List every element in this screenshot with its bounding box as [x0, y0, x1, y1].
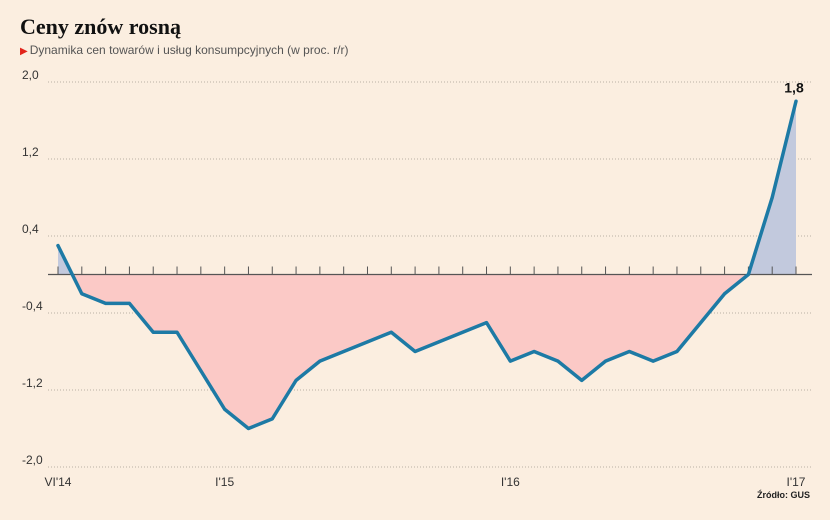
x-tick-label: I'16 [501, 475, 520, 489]
data-point [294, 378, 298, 382]
x-tick-label: I'15 [215, 475, 234, 489]
positive-area [58, 101, 796, 275]
data-point [651, 359, 655, 363]
data-point [342, 350, 346, 353]
data-point [389, 330, 393, 334]
data-point [318, 359, 322, 363]
data-point [246, 427, 250, 430]
chart-title: Ceny znów rosną [20, 14, 181, 39]
data-point [413, 350, 417, 353]
data-label: 1,8 [784, 79, 804, 95]
data-point [794, 99, 798, 103]
data-point [365, 340, 369, 344]
negative-area [58, 274, 796, 429]
data-point [127, 301, 131, 305]
triangle-marker-icon: ▶ [20, 46, 28, 57]
data-point [199, 369, 203, 373]
data-point [532, 350, 536, 353]
x-tick-label: VI'14 [45, 475, 72, 489]
data-point [580, 378, 584, 382]
data-point [270, 417, 274, 421]
y-tick-label: 2,0 [22, 68, 39, 82]
data-point [770, 196, 774, 199]
y-tick-label: 1,2 [22, 145, 39, 159]
series-line [56, 99, 798, 431]
data-point [223, 407, 227, 411]
data-point [56, 244, 60, 248]
y-tick-label: -2,0 [22, 453, 43, 467]
y-tick-label: -0,4 [22, 299, 43, 313]
source-note: Źródło: GUS [757, 490, 810, 500]
data-point [723, 292, 727, 296]
data-point [80, 292, 84, 296]
y-tick-label: -1,2 [22, 376, 43, 390]
chart-subtitle: ▶ Dynamika cen towarów i usług konsumpcyj… [20, 43, 348, 57]
data-point [556, 359, 560, 363]
data-point [151, 330, 155, 334]
data-point [675, 350, 679, 353]
y-tick-label: 0,4 [22, 222, 39, 236]
data-point [437, 340, 441, 344]
data-point [461, 330, 465, 334]
data-point [104, 301, 108, 305]
data-point [604, 359, 608, 363]
data-point [175, 330, 179, 334]
data-point [508, 359, 512, 363]
data-point [746, 273, 750, 276]
chart-subtitle-text: Dynamika cen towarów i usług konsumpcyjn… [29, 43, 349, 57]
data-point [627, 350, 631, 353]
data-point [699, 321, 703, 325]
x-tick-label: I'17 [787, 475, 806, 489]
data-point [485, 321, 489, 325]
